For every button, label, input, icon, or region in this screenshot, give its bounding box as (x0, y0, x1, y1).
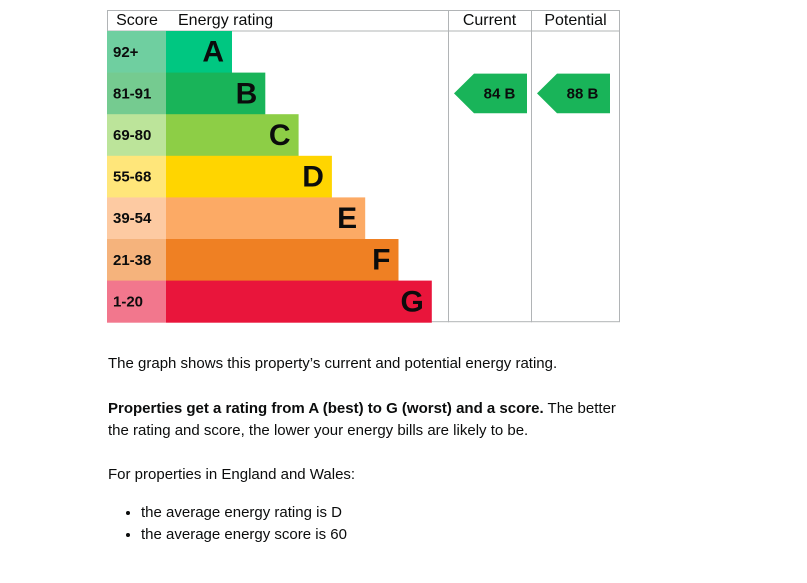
bullet: the average energy rating is D (141, 502, 631, 524)
score-cell (107, 280, 166, 323)
score-cell (107, 197, 166, 240)
current-rating: B (505, 85, 516, 102)
intro: The graph shows this property’s current … (108, 355, 558, 372)
potential-score: 88 (567, 85, 584, 102)
bullets: the average energy rating is Dthe averag… (108, 502, 631, 546)
score-label: 1-20 (113, 293, 143, 310)
score-cell (107, 239, 166, 282)
rating-bar (166, 72, 266, 115)
region: For properties in England and Wales: (108, 466, 356, 483)
rating-bar (166, 239, 399, 282)
current-score: 84 (484, 85, 501, 102)
rating-letter: E (337, 202, 357, 235)
explanation: Properties get a rating from A (best) to… (108, 398, 628, 442)
potential-label: 88 B (567, 85, 599, 102)
rating-letter: G (400, 285, 423, 318)
potential-rating: B (588, 85, 599, 102)
rating-letter: C (269, 119, 291, 152)
header-label: Current (463, 12, 517, 29)
score-label: 92+ (113, 44, 139, 61)
rating-letter: B (236, 77, 258, 110)
score-label: 55-68 (113, 169, 151, 186)
bullet: the average energy score is 60 (141, 524, 631, 546)
rating-bar (166, 155, 332, 198)
rating-letter: D (302, 161, 324, 194)
rest-text: The better the rating and score, the low… (108, 400, 616, 439)
rating-bar (166, 31, 232, 74)
bold-text: Properties get a rating from A (best) to… (108, 400, 544, 417)
score-label: 21-38 (113, 252, 151, 269)
header-label: Energy rating (178, 12, 273, 29)
rating-bar (166, 114, 299, 157)
header-label: Potential (544, 12, 606, 29)
current-arrow (454, 73, 527, 114)
header-label: Score (116, 12, 158, 29)
rating-letter: A (202, 36, 224, 69)
score-cell (107, 114, 166, 157)
score-label: 39-54 (113, 210, 152, 227)
rating-bar (166, 280, 432, 323)
potential-arrow (537, 73, 610, 114)
score-cell (107, 72, 166, 115)
score-label: 81-91 (113, 85, 151, 102)
epc-graph: Score Energy rating Current Potential 92+ A 81… (107, 10, 620, 323)
score-cell (107, 31, 166, 74)
score-label: 69-80 (113, 127, 151, 144)
rating-bar (166, 197, 366, 240)
score-cell (107, 155, 166, 198)
rating-letter: F (372, 244, 390, 277)
current-label: 84 B (484, 85, 516, 102)
